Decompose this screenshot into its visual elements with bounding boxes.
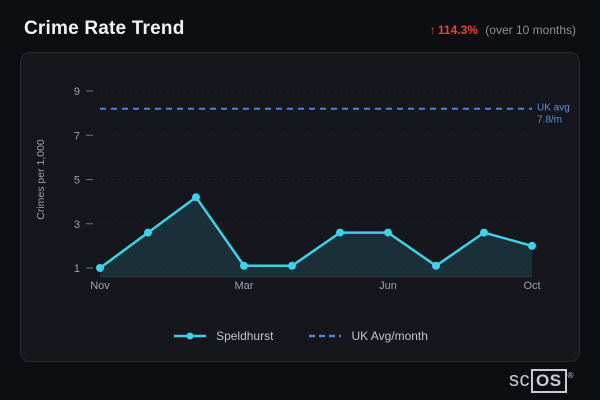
trend-stat: ↑ 114.3% (over 10 months) [430,23,576,37]
dashed-line-marker-icon [309,334,342,338]
svg-text:Crimes per 1,000: Crimes per 1,000 [35,139,47,220]
legend-label: UK Avg/month [351,329,428,343]
svg-text:Nov: Nov [90,280,110,292]
logo-prefix: sc [509,369,531,391]
scos-logo: sc OS ® [509,369,574,393]
header: Crime Rate Trend ↑ 114.3% (over 10 months… [0,0,600,52]
svg-text:1: 1 [74,263,80,275]
svg-text:9: 9 [74,86,80,98]
svg-text:UK avg: UK avg [537,103,570,114]
svg-text:Mar: Mar [235,280,254,292]
svg-text:7: 7 [74,130,80,142]
registered-mark: ® [567,371,574,381]
up-arrow-icon: ↑ [429,23,436,37]
legend-label: Speldhurst [216,329,274,343]
svg-text:Oct: Oct [523,280,540,292]
page-title: Crime Rate Trend [24,18,185,39]
svg-text:5: 5 [74,175,80,187]
change-percentage: 114.3% [437,23,478,37]
chart-panel: 1 3 5 7 9 Nov Mar Jun Oct UK avg 7.8/m Crimes per 1… [20,52,580,362]
logo-boxed: OS [531,369,567,393]
legend-item-uk-avg[interactable]: UK Avg/month [307,329,428,343]
solid-line-marker-icon [174,332,207,340]
svg-text:3: 3 [74,219,80,231]
chart-legend: Speldhurst UK Avg/month [172,329,428,343]
legend-item-speldhurst[interactable]: Speldhurst [172,329,273,343]
svg-text:Jun: Jun [379,280,397,292]
svg-text:7.8/m: 7.8/m [537,115,562,126]
change-period: (over 10 months) [485,23,576,37]
